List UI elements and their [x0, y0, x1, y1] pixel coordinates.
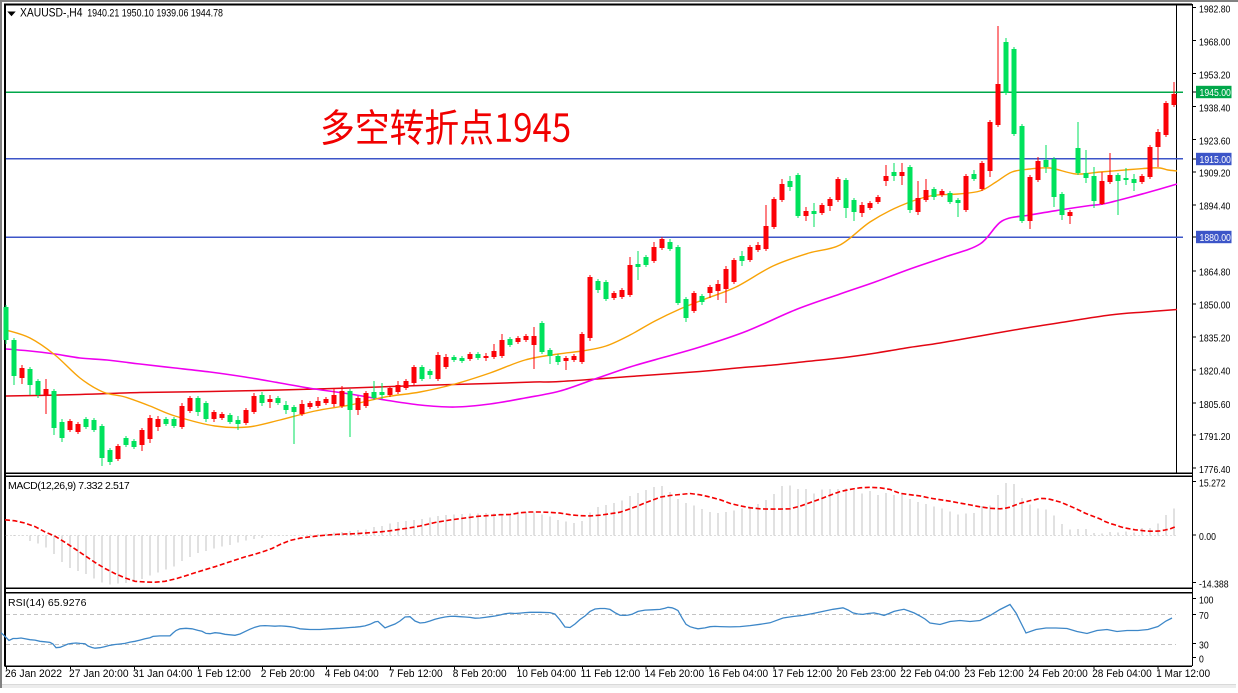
- svg-text:1915.00: 1915.00: [1200, 154, 1232, 166]
- svg-text:1864.80: 1864.80: [1199, 267, 1231, 279]
- svg-text:1880.00: 1880.00: [1200, 232, 1232, 244]
- svg-text:16 Feb 04:00: 16 Feb 04:00: [709, 668, 769, 680]
- svg-text:23 Feb 12:00: 23 Feb 12:00: [964, 668, 1024, 680]
- svg-text:14 Feb 20:00: 14 Feb 20:00: [645, 668, 705, 680]
- svg-text:1968.00: 1968.00: [1199, 37, 1231, 49]
- svg-text:2 Feb 20:00: 2 Feb 20:00: [261, 668, 315, 680]
- svg-text:10 Feb 04:00: 10 Feb 04:00: [517, 668, 577, 680]
- svg-text:7 Feb 12:00: 7 Feb 12:00: [389, 668, 443, 680]
- svg-text:1835.20: 1835.20: [1199, 333, 1231, 345]
- svg-text:1982.80: 1982.80: [1199, 4, 1231, 16]
- svg-text:-14.388: -14.388: [1199, 579, 1229, 591]
- svg-text:1 Feb 12:00: 1 Feb 12:00: [197, 668, 251, 680]
- svg-text:28 Feb 04:00: 28 Feb 04:00: [1092, 668, 1152, 680]
- svg-text:20 Feb 23:00: 20 Feb 23:00: [836, 668, 896, 680]
- svg-text:1805.60: 1805.60: [1199, 399, 1231, 411]
- svg-text:1953.20: 1953.20: [1199, 70, 1231, 82]
- svg-text:70: 70: [1199, 610, 1209, 622]
- svg-text:1923.60: 1923.60: [1199, 136, 1231, 148]
- svg-text:1938.40: 1938.40: [1199, 103, 1231, 115]
- svg-text:1776.40: 1776.40: [1199, 464, 1231, 476]
- svg-text:11 Feb 12:00: 11 Feb 12:00: [581, 668, 641, 680]
- svg-text:RSI(14) 65.9276: RSI(14) 65.9276: [8, 597, 87, 609]
- svg-text:1894.40: 1894.40: [1199, 201, 1231, 213]
- svg-text:MACD(12,26,9) 7.332 2.517: MACD(12,26,9) 7.332 2.517: [8, 480, 130, 492]
- svg-text:1850.00: 1850.00: [1199, 300, 1231, 312]
- svg-text:1909.20: 1909.20: [1199, 168, 1231, 180]
- svg-text:1 Mar 12:00: 1 Mar 12:00: [1156, 668, 1210, 680]
- svg-text:100: 100: [1199, 594, 1214, 606]
- svg-text:8 Feb 20:00: 8 Feb 20:00: [453, 668, 507, 680]
- svg-text:15.272: 15.272: [1199, 477, 1226, 489]
- svg-text:0: 0: [1199, 654, 1204, 666]
- svg-text:1945.00: 1945.00: [1200, 87, 1232, 99]
- svg-text:1791.20: 1791.20: [1199, 431, 1231, 443]
- svg-text:1940.21 1950.10 1939.06 1944.7: 1940.21 1950.10 1939.06 1944.78: [87, 8, 223, 20]
- svg-text:1820.40: 1820.40: [1199, 366, 1231, 378]
- svg-text:27 Jan 20:00: 27 Jan 20:00: [69, 668, 129, 680]
- svg-text:0.00: 0.00: [1199, 531, 1216, 543]
- svg-text:22 Feb 04:00: 22 Feb 04:00: [900, 668, 960, 680]
- svg-text:4 Feb 04:00: 4 Feb 04:00: [325, 668, 379, 680]
- svg-text:26 Jan 2022: 26 Jan 2022: [5, 668, 62, 680]
- svg-text:31 Jan 04:00: 31 Jan 04:00: [133, 668, 193, 680]
- svg-text:17 Feb 12:00: 17 Feb 12:00: [772, 668, 832, 680]
- svg-text:24 Feb 20:00: 24 Feb 20:00: [1028, 668, 1088, 680]
- svg-text:XAUUSD-,H4: XAUUSD-,H4: [20, 8, 83, 20]
- svg-text:30: 30: [1199, 639, 1209, 651]
